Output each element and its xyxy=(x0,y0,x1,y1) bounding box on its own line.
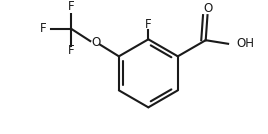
Text: F: F xyxy=(68,44,74,57)
Text: O: O xyxy=(91,36,100,49)
Text: F: F xyxy=(145,18,152,31)
Text: F: F xyxy=(40,22,46,35)
Text: O: O xyxy=(204,2,213,15)
Text: OH: OH xyxy=(236,37,254,50)
Text: F: F xyxy=(68,0,74,13)
